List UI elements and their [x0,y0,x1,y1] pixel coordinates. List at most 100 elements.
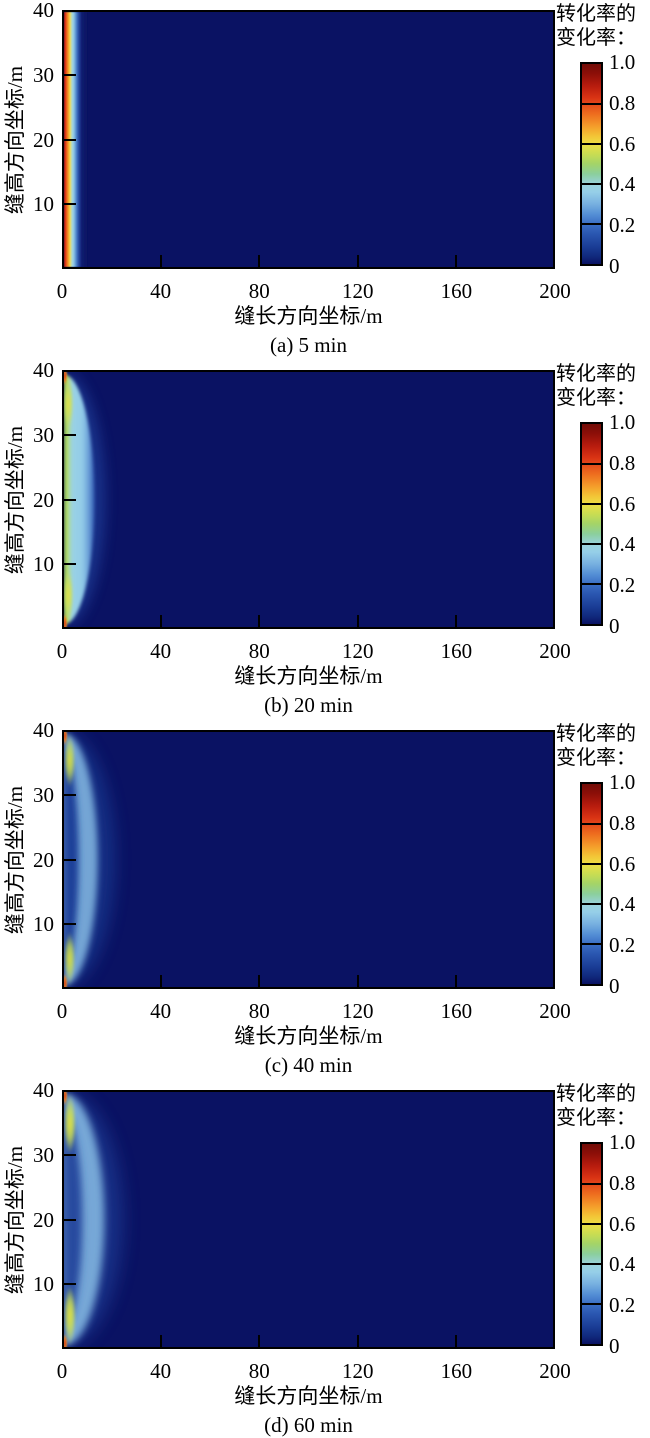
panel-caption: (b) 20 min [264,693,353,717]
x-axis-tick-mark [356,1335,359,1347]
colorbar-title-line2: 变化率： [556,387,636,409]
colorbar-separator [582,943,601,945]
x-tick-label: 40 [150,1359,172,1383]
y-tick-label: 40 [33,1078,54,1102]
y-axis-tick-mark [64,73,76,76]
heatmap-feature-inlet-corner-hotspot-top [64,1092,68,1106]
y-axis-tick-mark [64,1283,76,1286]
x-axis-tick-mark [356,255,359,267]
x-axis-tick-mark [356,975,359,987]
x-tick-label: 0 [56,1359,68,1383]
colorbar-tick-label: 0 [609,254,620,278]
x-tick-label: 120 [342,1359,374,1383]
y-tick-label: 30 [33,422,54,447]
colorbar-separator [582,183,601,185]
heatmap-feature-high-rate-patch-lower [64,1285,77,1345]
heatmap-feature-inlet-corner-hotspot-bottom [64,1333,68,1347]
colorbar-separator [582,1183,601,1185]
y-tick-label: 40 [33,718,54,742]
colorbar-tick-label: 0.4 [609,1252,636,1277]
y-axis-tick-mark [64,563,76,566]
y-tick-label: 20 [33,127,54,152]
heatmap-surface-d [64,1092,553,1347]
heatmap-feature-inlet-corner-hotspot-top [64,372,68,386]
colorbar-tick-label: 0.2 [609,573,636,598]
x-tick-label: 40 [150,279,172,303]
colorbar-title-line2: 变化率： [556,27,636,49]
y-axis-tick-mark [64,203,76,206]
heatmap-feature-high-rate-patch-upper [64,735,76,787]
panel-caption: (c) 40 min [264,1053,353,1077]
colorbar-tick-label: 1.0 [609,410,636,434]
colorbar-tick-label: 1.0 [609,1130,636,1154]
colorbar-separator [582,143,601,145]
colorbar-separator [582,1223,601,1225]
colorbar-tick-label: 0.2 [609,213,636,238]
x-axis-tick-mark [159,255,162,267]
colorbar-title-line1: 转化率的 [556,723,636,745]
heatmap-plot-c [62,730,555,989]
y-tick-label: 30 [33,62,54,87]
colorbar-tick-label: 0.4 [609,172,636,197]
figure-panel-b: 缝高方向坐标/m 40 30 20 10 0 40 80 120 160 200 缝长方向坐标/m (b… [0,358,650,720]
x-axis-tick-mark [258,1335,261,1347]
heatmap-plot-a [62,10,555,269]
y-axis-tick-mark [64,858,76,861]
x-tick-label: 80 [248,639,270,663]
heatmap-feature-inlet-corner-hotspot-bottom [64,973,68,987]
colorbar [580,782,603,986]
x-tick-label: 120 [342,279,374,303]
colorbar-tick-label: 0.6 [609,851,636,876]
figure-panel-d: 缝高方向坐标/m 40 30 20 10 0 40 80 120 160 200 缝长方向坐标/m (d… [0,1078,650,1438]
y-tick-label: 20 [33,847,54,872]
colorbar-title-line1: 转化率的 [556,1083,636,1105]
colorbar-tick-label: 0.4 [609,532,636,557]
colorbar-tick-label: 1.0 [609,50,636,74]
colorbar-separator [582,103,601,105]
x-axis-label: 缝长方向坐标/m [234,664,383,688]
colorbar-tick-label: 0.8 [609,450,636,475]
colorbar-tick-label: 0.4 [609,892,636,917]
heatmap-feature-reacted-band [64,374,95,625]
y-axis-tick-mark [64,498,76,501]
heatmap-plot-d [62,1090,555,1349]
heatmap-plot-b [62,370,555,629]
colorbar-tick-label: 0.2 [609,1293,636,1318]
x-tick-label: 200 [539,999,571,1023]
y-tick-label: 20 [33,1207,54,1232]
y-axis-tick-mark [64,1153,76,1156]
y-tick-label: 10 [33,912,54,937]
heatmap-surface-c [64,732,553,987]
heatmap-feature-high-rate-patch-lower [64,570,74,620]
x-axis-label: 缝长方向坐标/m [234,304,383,328]
colorbar-tick-label: 0.6 [609,131,636,156]
figure-panel-c: 缝高方向坐标/m 40 30 20 10 0 40 80 120 160 200 缝长方向坐标/m (c… [0,718,650,1080]
colorbar [580,62,603,266]
x-tick-label: 200 [539,279,571,303]
colorbar-separator [582,823,601,825]
x-tick-label: 160 [440,279,473,303]
x-axis-label: 缝长方向坐标/m [234,1384,383,1408]
heatmap-feature-inlet-corner-hotspot-top [64,732,68,746]
x-axis-tick-mark [159,615,162,627]
colorbar-separator [582,1263,601,1265]
x-axis-tick-mark [455,975,458,987]
x-axis-tick-mark [455,615,458,627]
x-tick-label: 160 [440,639,473,663]
colorbar-tick-label: 0.8 [609,1170,636,1195]
y-tick-label: 40 [33,358,54,382]
y-axis-tick-mark [64,1218,76,1221]
x-axis-tick-mark [258,615,261,627]
colorbar-separator [582,1303,601,1305]
y-tick-label: 10 [33,192,54,217]
colorbar-separator [582,903,601,905]
x-tick-label: 200 [539,1359,571,1383]
colorbar-tick-label: 0 [609,614,620,638]
x-tick-label: 120 [342,999,374,1023]
x-tick-label: 200 [539,639,571,663]
y-tick-label: 30 [33,1142,54,1167]
heatmap-surface-b [64,372,553,627]
y-axis-tick-mark [64,923,76,926]
x-tick-label: 40 [150,999,172,1023]
